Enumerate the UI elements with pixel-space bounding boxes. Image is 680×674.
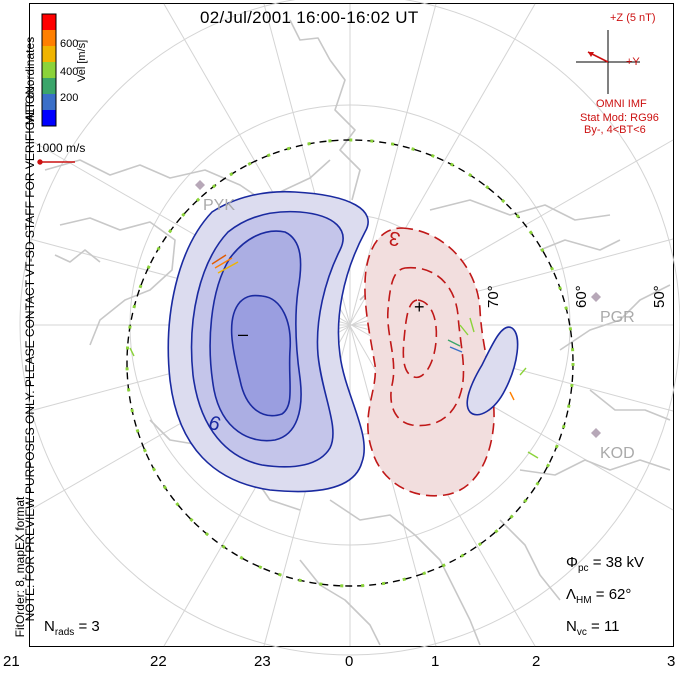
extrema-markers: – + xyxy=(238,297,425,344)
contour-neg-4 xyxy=(230,294,292,417)
fit-order-label: FitOrder: 8, mapEX format xyxy=(13,496,27,638)
scale-segment xyxy=(42,14,56,31)
reference-vector-label: 1000 m/s xyxy=(36,141,86,155)
lambda-value: = 62° xyxy=(595,586,632,603)
imf-source-label: OMNI IMF xyxy=(596,98,647,110)
station-markers xyxy=(195,180,601,438)
mlt-tick-3: 3 xyxy=(667,653,676,670)
lambda-sub: HM xyxy=(576,595,592,606)
mlt-tick-22: 22 xyxy=(150,653,167,670)
imf-y-label: +Y xyxy=(626,56,640,68)
mlt-tick-21: 21 xyxy=(3,653,20,670)
mlt-tick-2: 2 xyxy=(532,653,541,670)
scale-segment xyxy=(42,110,56,127)
negative-convection-cell xyxy=(167,190,369,493)
scale-tick-600: 600 xyxy=(60,38,79,50)
mlt-tick-0: 0 xyxy=(345,653,354,670)
reference-vector xyxy=(37,159,75,165)
nvc-sub: vc xyxy=(576,627,587,638)
imf-model-line2: By-, 4<BT<6 xyxy=(584,124,646,136)
station-label-pgr: PGR xyxy=(600,309,635,326)
phi-symbol: Φ xyxy=(566,554,578,571)
imf-model-line1: Stat Mod: RG96 xyxy=(580,112,659,124)
imf-z-label: +Z (5 nT) xyxy=(610,12,656,24)
minimum-marker: – xyxy=(238,324,248,344)
station-marker-pgr xyxy=(591,292,601,302)
nrads-symbol: N xyxy=(44,618,55,635)
nrads-sub: rads xyxy=(54,627,75,638)
hm-boundary-markers xyxy=(125,138,575,588)
phi-pc-stat: Φpc = 38 kV xyxy=(566,554,644,574)
contour-pos-3 xyxy=(402,299,438,379)
scale-segment xyxy=(42,46,56,63)
latitude-label-50: 50° xyxy=(651,285,668,308)
station-label-pyk: PYK xyxy=(203,197,235,214)
scale-border xyxy=(41,13,57,127)
mlt-tick-1: 1 xyxy=(431,653,440,670)
scale-segment xyxy=(42,30,56,47)
lambda-hm-stat: ΛHM = 62° xyxy=(566,586,631,606)
scale-segment xyxy=(42,94,56,111)
velocity-vectors xyxy=(129,254,539,459)
phi-sub: pc xyxy=(577,563,589,574)
imf-clock-dial xyxy=(576,30,640,94)
nrads-value: = 3 xyxy=(78,618,100,635)
contour-label-positive: 3 xyxy=(387,226,402,250)
contour-neg-island xyxy=(466,326,519,416)
map-title: 02/Jul/2001 16:00-16:02 UT xyxy=(200,8,419,27)
phi-value: = 38 kV xyxy=(592,554,644,571)
velocity-color-scale xyxy=(41,13,57,127)
plot-frame xyxy=(29,3,674,647)
coastlines xyxy=(44,19,671,646)
scale-segment xyxy=(42,78,56,95)
nvc-value: = 11 xyxy=(591,618,620,635)
nvc-symbol: N xyxy=(566,618,577,635)
latitude-label-60: 60° xyxy=(573,285,590,308)
positive-convection-cell xyxy=(364,227,495,497)
scale-tick-200: 200 xyxy=(60,92,79,104)
lambda-symbol: Λ xyxy=(566,586,577,603)
mlt-meridians xyxy=(29,3,674,647)
scale-tick-400: 400 xyxy=(60,66,79,78)
scale-segment xyxy=(42,62,56,79)
station-marker-pyk xyxy=(195,180,205,190)
station-marker-kod xyxy=(591,428,601,438)
nrads-stat: Nrads = 3 xyxy=(44,618,100,638)
maximum-marker: + xyxy=(414,297,425,317)
latitude-label-70: 70° xyxy=(485,285,502,308)
nvc-stat: Nvc = 11 xyxy=(566,618,620,638)
station-label-kod: KOD xyxy=(600,445,635,462)
mlt-tick-23: 23 xyxy=(254,653,271,670)
